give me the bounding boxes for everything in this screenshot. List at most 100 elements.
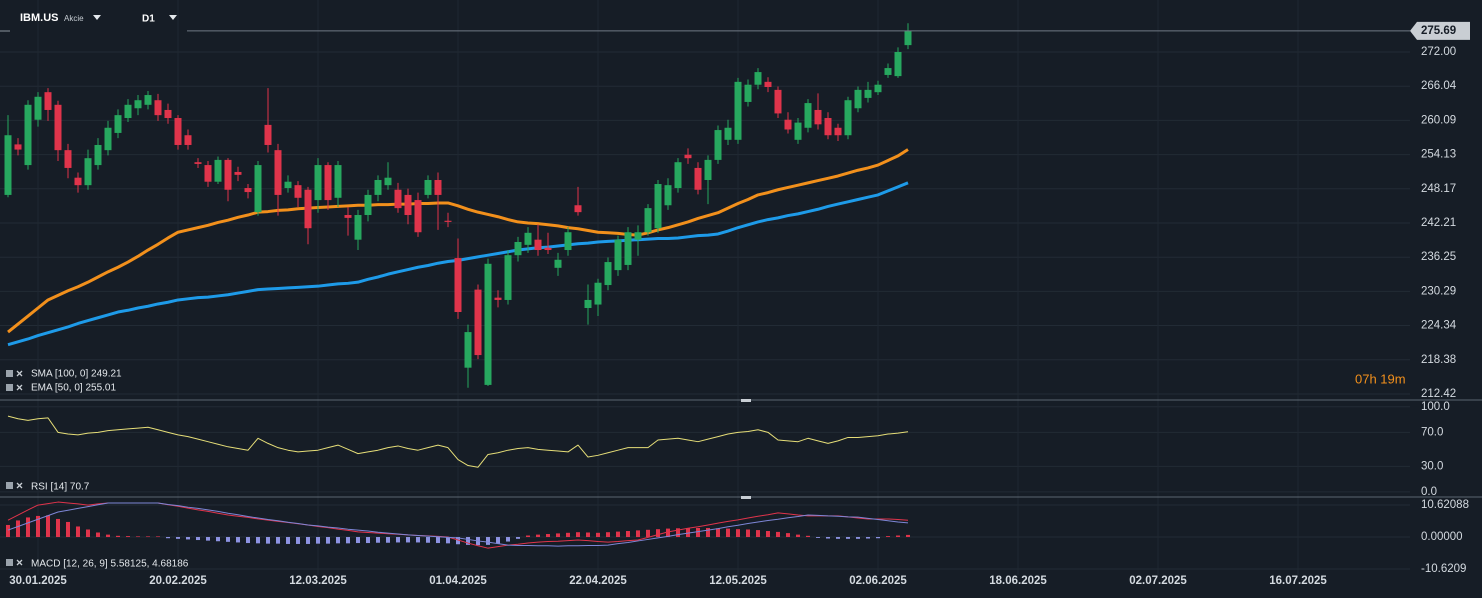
indicator-legend: MACD [12, 26, 9] 5.58125, 4.68186 — [31, 559, 189, 570]
panel-resize-handle[interactable] — [741, 399, 751, 402]
candle-body — [394, 189, 402, 209]
y-tick-label: 218.38 — [1421, 354, 1456, 366]
indicator-line — [7, 415, 909, 468]
legend-settings-icon — [6, 370, 13, 377]
histogram-bar — [796, 534, 800, 538]
candle-body — [144, 95, 152, 105]
candle-body — [574, 205, 582, 213]
candle-body — [34, 96, 42, 120]
y-tick-label: 260.09 — [1421, 114, 1456, 126]
y-tick-label: 0.00000 — [1421, 531, 1463, 543]
macd-line — [7, 502, 909, 547]
y-tick-label: 100.0 — [1421, 401, 1450, 413]
histogram-bar — [176, 537, 180, 539]
candle-body — [834, 127, 842, 136]
indicator-legend: SMA [100, 0] 249.21 — [31, 369, 122, 380]
candle-body — [894, 52, 902, 77]
candle-body — [204, 165, 212, 182]
candle-body — [114, 115, 122, 133]
candle-body — [414, 200, 422, 233]
timeframe-dropdown[interactable] — [169, 15, 177, 20]
candle-body — [264, 124, 272, 145]
histogram-bar — [396, 537, 400, 543]
histogram-bar — [756, 530, 760, 538]
candle-body — [94, 144, 102, 166]
histogram-bar — [536, 534, 540, 538]
candle-body — [304, 189, 312, 229]
histogram-bar — [456, 537, 460, 545]
histogram-bar — [346, 537, 350, 544]
histogram-bar — [646, 529, 650, 538]
candle-body — [884, 68, 892, 75]
histogram-bar — [746, 529, 750, 538]
candle-body — [764, 81, 772, 88]
x-tick-label: 30.01.2025 — [9, 575, 67, 587]
symbol-dropdown[interactable] — [93, 15, 101, 20]
y-tick-label: 236.25 — [1421, 251, 1456, 263]
histogram-bar — [296, 537, 300, 544]
histogram-bar — [256, 537, 260, 544]
candle-body — [244, 188, 252, 193]
candle-body — [704, 159, 712, 180]
histogram-bar — [236, 537, 240, 543]
candle-body — [434, 179, 442, 195]
histogram-bar — [46, 515, 50, 538]
candle-body — [154, 100, 162, 116]
candle-body — [654, 184, 662, 229]
candle-body — [744, 84, 752, 102]
histogram-bar — [836, 537, 840, 539]
candle-body — [4, 135, 12, 195]
candle-body — [874, 84, 882, 93]
candle-body — [604, 262, 612, 286]
histogram-bar — [596, 532, 600, 538]
histogram-bar — [616, 531, 620, 538]
histogram-bar — [196, 537, 200, 541]
candle-body — [164, 109, 172, 119]
histogram-bar — [216, 537, 220, 542]
histogram-bar — [726, 528, 730, 538]
histogram-bar — [366, 537, 370, 544]
candle-body — [774, 89, 782, 114]
x-tick-label: 02.07.2025 — [1129, 575, 1187, 587]
symbol[interactable]: IBM.US — [20, 12, 59, 24]
candle-body — [684, 154, 692, 159]
histogram-bar — [816, 537, 820, 538]
candle-body — [44, 92, 52, 110]
candle-body — [564, 232, 572, 251]
candle-body — [814, 109, 822, 125]
histogram-bar — [436, 537, 440, 544]
histogram-bar — [506, 537, 510, 542]
candle-body — [624, 232, 632, 265]
histogram-bar — [76, 526, 80, 538]
candle-body — [64, 150, 72, 168]
histogram-bar — [136, 536, 140, 538]
histogram-bar — [846, 537, 850, 539]
candle-body — [354, 215, 362, 240]
candle-body — [134, 100, 142, 109]
histogram-bar — [226, 537, 230, 542]
indicator-legend: EMA [50, 0] 255.01 — [31, 383, 116, 394]
candle-body — [284, 181, 292, 189]
legend-settings-icon — [6, 559, 13, 566]
histogram-bar — [546, 534, 550, 538]
panel-resize-handle[interactable] — [741, 496, 751, 499]
y-tick-label: 242.21 — [1421, 217, 1456, 229]
last-price-label: 275.69 — [1421, 25, 1456, 37]
x-tick-label: 22.04.2025 — [569, 575, 627, 587]
legend-close-icon — [16, 384, 23, 391]
histogram-bar — [486, 537, 490, 545]
candle-body — [474, 289, 482, 356]
histogram-bar — [466, 537, 470, 545]
histogram-bar — [326, 537, 330, 544]
histogram-bar — [786, 533, 790, 538]
candle-body — [374, 179, 382, 195]
candle-body — [184, 135, 192, 145]
timeframe[interactable]: D1 — [142, 14, 155, 25]
histogram-bar — [576, 532, 580, 538]
candle-body — [234, 171, 242, 175]
x-tick-label: 18.06.2025 — [989, 575, 1047, 587]
candle-body — [904, 30, 912, 46]
candle-body — [314, 165, 322, 201]
y-tick-label: 272.00 — [1421, 46, 1456, 58]
